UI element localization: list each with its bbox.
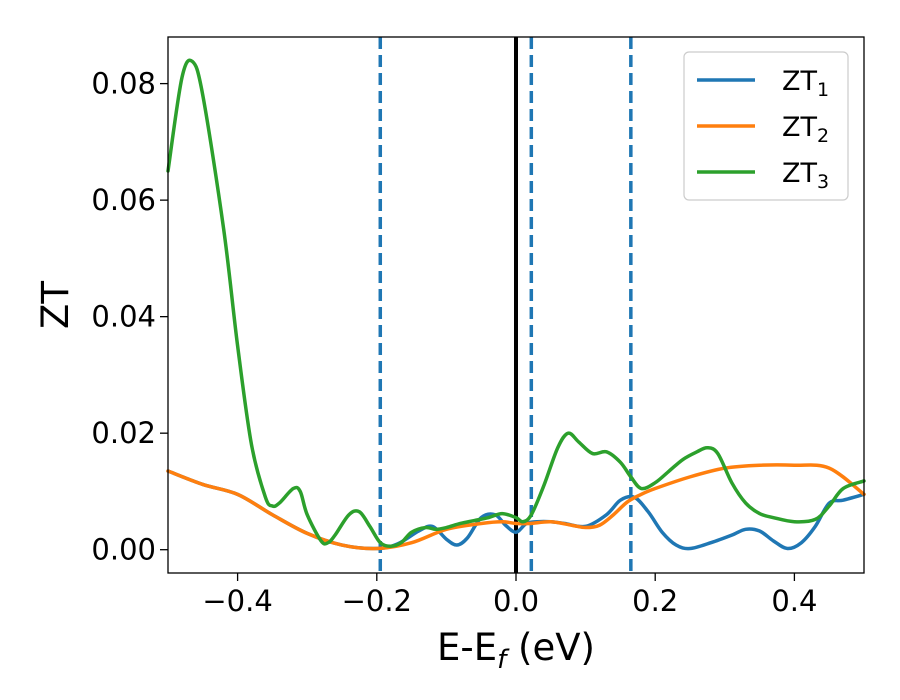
x-tick-label: −0.4 (202, 584, 272, 618)
legend-entry-zt3: ZT3 (697, 158, 829, 193)
x-tick-label: −0.2 (342, 584, 412, 618)
legend-entry-zt1: ZT1 (697, 66, 829, 101)
x-tick-label: 0.0 (493, 584, 539, 618)
y-tick-label: 0.00 (91, 533, 156, 567)
y-tick-label: 0.02 (91, 416, 156, 450)
x-axis-label: E-Ef (eV) (437, 626, 595, 675)
y-tick-label: 0.08 (91, 67, 156, 101)
y-axis-ticks: 0.00 0.02 0.04 0.06 0.08 (91, 67, 168, 567)
legend-label: ZT3 (782, 158, 829, 193)
series-lines (166, 58, 866, 551)
x-axis-label-unit: (eV) (506, 626, 595, 669)
y-axis-label: ZT (34, 281, 77, 329)
legend-box (683, 51, 849, 201)
vertical-lines (378, 37, 633, 573)
y-tick-label: 0.04 (91, 300, 156, 334)
legend-label: ZT1 (782, 66, 829, 101)
series-line-zt3 (166, 58, 866, 548)
legend-label: ZT2 (782, 112, 829, 147)
legend: ZT1 ZT2 ZT3 (683, 51, 849, 201)
x-tick-label: 0.4 (771, 584, 817, 618)
legend-entry-zt2: ZT2 (697, 112, 829, 147)
y-tick-label: 0.06 (91, 183, 156, 217)
x-tick-label: 0.2 (632, 584, 678, 618)
x-axis-ticks: −0.4 −0.2 0.0 0.2 0.4 (202, 573, 817, 618)
